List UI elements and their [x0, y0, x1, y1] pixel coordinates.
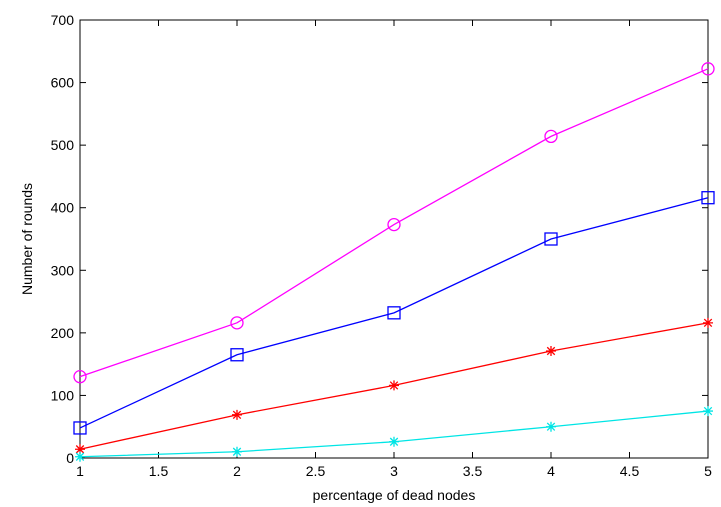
y-tick-label: 500	[51, 137, 75, 153]
data-point-star	[75, 444, 85, 455]
data-point-star	[389, 436, 399, 447]
y-tick-label: 100	[51, 387, 75, 403]
data-point-circle	[701, 62, 715, 76]
x-tick-label: 1.5	[149, 463, 169, 479]
data-point-star	[703, 317, 713, 328]
y-tick-label: 400	[51, 200, 75, 216]
data-point-square	[230, 348, 244, 362]
data-point-star	[232, 446, 242, 457]
series-line	[79, 197, 709, 429]
series-1	[73, 62, 715, 384]
x-tick-label: 3	[390, 463, 398, 479]
y-tick-label: 200	[51, 325, 75, 341]
series-4	[75, 406, 713, 462]
data-point-square	[73, 421, 87, 435]
data-point-star	[389, 380, 399, 391]
plot-area	[79, 19, 709, 459]
data-point-circle	[544, 129, 558, 144]
x-tick-label: 2.5	[306, 463, 326, 479]
data-point-star	[232, 409, 242, 420]
data-point-square	[387, 306, 401, 320]
x-tick-label: 4.5	[620, 463, 640, 479]
data-point-star	[546, 346, 556, 357]
y-tick-label: 0	[66, 450, 74, 466]
x-tick-label: 3.5	[463, 463, 483, 479]
y-tick-label: 600	[51, 75, 75, 91]
y-axis: 0 100 200 300 400 500 600 700	[51, 12, 708, 466]
data-point-star	[703, 406, 713, 417]
data-point-circle	[230, 316, 244, 330]
data-point-circle	[73, 370, 87, 384]
series-line	[79, 68, 709, 378]
x-tick-label: 4	[547, 463, 555, 479]
x-axis: 1 1.5 2 2.5 3 3.5 4 4.5 5	[76, 20, 712, 479]
y-axis-label: Number of rounds	[19, 183, 35, 295]
x-tick-label: 1	[76, 463, 84, 479]
data-point-circle	[387, 217, 401, 232]
y-tick-label: 300	[51, 262, 75, 278]
data-point-star	[546, 421, 556, 432]
data-point-square	[544, 232, 558, 246]
series-2	[73, 191, 715, 435]
data-point-star	[75, 451, 85, 462]
x-axis-label: percentage of dead nodes	[313, 487, 476, 503]
y-tick-label: 700	[51, 12, 75, 28]
data-point-square	[701, 191, 715, 205]
x-tick-label: 5	[704, 463, 712, 479]
x-tick-label: 2	[233, 463, 241, 479]
series-layer	[73, 62, 715, 462]
series-3	[75, 317, 713, 455]
